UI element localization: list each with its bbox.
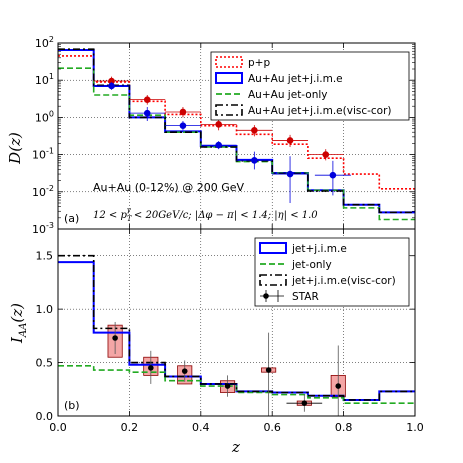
legend-label: jet-only	[291, 259, 332, 271]
cuts-sub: T	[127, 215, 133, 223]
legend-label: Au+Au jet-only	[248, 89, 328, 101]
legend-label: STAR	[292, 291, 319, 303]
cuts-sup: γ	[127, 206, 132, 214]
panel-b-legend-box	[254, 237, 410, 307]
panel-b-x-ticks: 0.0 0.2 0.4 0.6 0.8 1.0	[49, 229, 424, 434]
x-tick-label: 1.0	[406, 421, 424, 434]
data-point	[329, 171, 337, 179]
data-point	[215, 121, 222, 128]
series-jet-j-i-m-e-visc-cor-	[58, 254, 415, 401]
y-tick-label: 10-2	[32, 184, 54, 199]
legend-swatch	[259, 274, 287, 286]
data-point	[179, 122, 187, 129]
panel-b-series	[58, 254, 415, 404]
y-tick-label: 10-3	[32, 221, 54, 236]
legend-marker	[263, 293, 269, 299]
panel-a-legend-box	[210, 51, 410, 121]
data-point	[251, 157, 258, 164]
panel-b-legend: jet+j.i.m.e jet-only jet+j.i.m.e(visc-cor)…	[254, 237, 410, 307]
panel-b-label: (b)	[64, 399, 80, 412]
data-point	[322, 151, 330, 158]
y-tick-label: 0.0	[36, 410, 54, 423]
panel-b: 0.0 0.5 1.0 1.5 0.0 0.2 0.4 0.6 0.8 1.0 IAA(z) z…	[8, 228, 424, 456]
panel-a: 102 101 100 10-1 10-2 10-3 D(z) Au+Au (0-12%)…	[6, 35, 416, 236]
ylabel-post: (z)	[8, 303, 26, 323]
ylabel-sub: AA	[18, 323, 29, 338]
y-tick-label: 100	[35, 109, 54, 124]
data-point	[286, 137, 294, 144]
panel-b-ylabel: IAA(z)	[8, 303, 29, 344]
panel-a-legend: p+p Au+Au jet+j.i.m.e Au+Au jet-only Au+Au …	[210, 51, 410, 121]
legend-swatch	[215, 104, 243, 116]
data-point	[215, 141, 222, 149]
y-tick-label: 10-1	[32, 147, 54, 162]
legend-swatch	[259, 242, 287, 254]
panel-a-label: (a)	[64, 212, 79, 225]
panel-a-cuts-annotation: 12 < pTγ < 20GeV/c; |Δφ − π| < 1.4; |η| …	[93, 206, 318, 223]
panel-b-y-ticks: 0.0 0.5 1.0 1.5	[36, 250, 415, 423]
panel-a-points	[93, 76, 351, 203]
data-point	[143, 96, 151, 103]
y-tick-label: 1.5	[36, 250, 54, 263]
panel-a-system-annotation: Au+Au (0-12%) @ 200 GeV	[93, 181, 244, 194]
legend-label: jet+j.i.m.e(visc-cor)	[291, 275, 396, 287]
star-data-point	[148, 365, 154, 371]
y-tick-label: 101	[35, 72, 54, 87]
x-tick-label: 0.0	[49, 421, 67, 434]
panel-a-x-ticks	[57, 43, 416, 229]
star-data-point	[181, 368, 188, 374]
star-data-point	[224, 383, 231, 389]
legend-swatch	[215, 72, 243, 84]
cuts-post: < 20GeV/c; |Δφ − π| < 1.4; |η| < 1.0	[131, 210, 319, 221]
panel-a-ylabel: D(z)	[6, 132, 24, 165]
x-tick-label: 0.4	[192, 421, 210, 434]
star-data-point	[112, 335, 118, 341]
panel-a-y-ticks: 102 101 100 10-1 10-2 10-3	[32, 35, 415, 236]
star-data-point	[301, 400, 308, 406]
x-tick-label: 0.6	[263, 421, 281, 434]
legend-label: jet+j.i.m.e	[291, 243, 347, 255]
data-point	[286, 170, 294, 178]
data-point	[143, 109, 151, 117]
legend-label: Au+Au jet+j.i.m.e(visc-cor)	[248, 105, 392, 117]
y-tick-label: 1.0	[36, 303, 54, 316]
ylabel-main: I	[8, 336, 26, 344]
series-au-au-jet-j-i-m-e-visc-cor-	[58, 48, 415, 214]
legend-swatch	[215, 56, 243, 68]
legend-label: Au+Au jet+j.i.m.e	[248, 73, 343, 85]
data-point	[108, 82, 115, 90]
y-tick-label: 102	[35, 35, 54, 50]
data-point	[179, 108, 187, 116]
cuts-pre: 12 < p	[93, 210, 127, 221]
legend-label: p+p	[248, 57, 270, 69]
series-jet-only	[58, 364, 415, 404]
data-point	[251, 127, 258, 134]
panel-b-points	[112, 321, 342, 416]
y-tick-label: 0.5	[36, 357, 54, 370]
star-data-point	[335, 383, 342, 389]
star-data-point	[265, 367, 272, 373]
x-axis-label: z	[231, 438, 240, 456]
x-tick-label: 0.8	[335, 421, 353, 434]
x-tick-label: 0.2	[121, 421, 139, 434]
panel-b-frame	[57, 228, 416, 417]
